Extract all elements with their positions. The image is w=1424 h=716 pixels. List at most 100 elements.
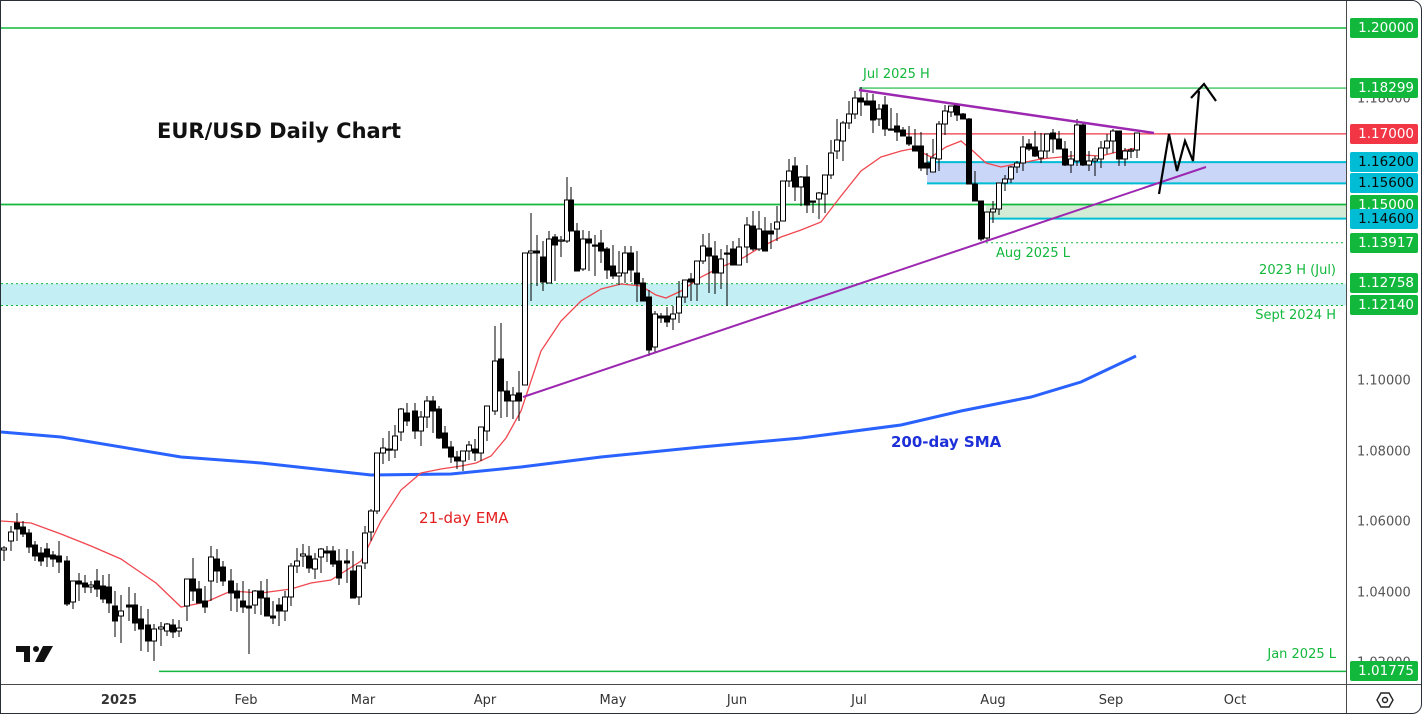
candle-bullish — [460, 450, 466, 462]
candle-bullish — [786, 170, 792, 182]
candle-bullish — [1002, 178, 1008, 184]
candle-bearish — [228, 580, 234, 594]
candle-bullish — [252, 590, 258, 606]
candle-bullish — [1110, 130, 1116, 142]
candle-bearish — [960, 113, 966, 120]
jul-2025-high-label: Jul 2025 H — [863, 67, 930, 82]
candle-bullish — [558, 239, 564, 242]
candle-bearish — [350, 570, 356, 599]
candle-bearish — [472, 448, 478, 454]
price-tick-label: 1.04000 — [1357, 585, 1411, 601]
tradingview-logo-icon — [16, 646, 53, 662]
candle-bullish — [828, 152, 834, 176]
candle-bearish — [724, 252, 730, 255]
candle-bullish — [88, 584, 94, 588]
candle-bullish — [118, 610, 124, 617]
candle-bearish — [978, 200, 984, 240]
candle-bullish — [208, 556, 214, 582]
candle-bullish — [418, 416, 424, 432]
candle-bullish — [1134, 132, 1140, 151]
time-tick-label: Aug — [980, 693, 1006, 708]
candle-bullish — [822, 174, 828, 195]
candle-bullish — [840, 122, 846, 142]
price-tick-label: 1.08000 — [1357, 444, 1411, 460]
candle-bearish — [534, 250, 540, 254]
time-tick-label: Sep — [1098, 693, 1124, 708]
chart-plot-area[interactable]: EUR/USD Daily Chart Jul 2025 H Aug 2025 … — [1, 1, 1346, 684]
candle-bearish — [586, 238, 592, 244]
descending-trendline — [858, 88, 1155, 135]
candle-bearish — [1050, 132, 1056, 140]
price-level-tag: 1.17000 — [1350, 123, 1418, 144]
ascending-trendline — [522, 166, 1207, 398]
candle-bearish — [196, 588, 202, 604]
chart-canvas[interactable] — [1, 1, 1346, 684]
candle-bearish — [504, 390, 510, 402]
candle-bullish — [736, 246, 742, 266]
ema-label: 21-day EMA — [419, 509, 509, 527]
candle-bullish — [522, 252, 528, 386]
2023-high-label: 2023 H (Jul) — [1259, 263, 1336, 278]
candle-bearish — [574, 230, 580, 272]
candle-bullish — [780, 180, 786, 222]
candle-bullish — [368, 510, 374, 533]
candle-bullish — [622, 252, 628, 274]
price-axis[interactable]: 1.180001.100001.080001.060001.040001.020… — [1346, 1, 1421, 684]
candle-bullish — [774, 221, 780, 230]
candle-bearish — [552, 236, 558, 246]
candle-bearish — [64, 560, 70, 605]
candle-bearish — [706, 247, 712, 257]
candle-bearish — [306, 555, 312, 569]
candle-bullish — [478, 426, 484, 454]
candle-bearish — [1056, 138, 1062, 150]
candle-bullish — [936, 123, 942, 160]
candle-bullish — [942, 110, 948, 125]
candle-bearish — [540, 256, 546, 283]
candle-bullish — [8, 531, 14, 542]
candle-bullish — [852, 97, 858, 115]
time-axis[interactable]: 2025 Feb Mar Apr May Jun Jul Aug Sep Oct — [1, 684, 1346, 713]
candle-bullish — [184, 578, 190, 607]
candle-bullish — [374, 452, 380, 512]
candle-bullish — [1098, 147, 1104, 160]
projection-path — [1157, 90, 1201, 195]
candle-bullish — [466, 444, 472, 452]
candle-bearish — [132, 604, 138, 624]
tradingview-logo[interactable] — [16, 643, 54, 669]
time-tick-label: Jun — [726, 693, 748, 708]
candle-bullish — [282, 596, 288, 612]
candle-bearish — [882, 104, 888, 130]
price-tick-label: 1.10000 — [1357, 373, 1411, 389]
candle-bearish — [640, 282, 646, 302]
candle-bullish — [288, 565, 294, 598]
candle-bullish — [151, 628, 157, 642]
candle-bearish — [270, 615, 276, 619]
chart-title: EUR/USD Daily Chart — [157, 119, 402, 143]
candle-bullish — [484, 405, 490, 432]
candle-bearish — [38, 552, 44, 562]
candle-bearish — [870, 100, 876, 121]
candle-bullish — [984, 211, 990, 239]
sept-2024-high-label: Sept 2024 H — [1255, 308, 1336, 323]
candle-bearish — [792, 165, 798, 188]
aug-2025-low-label: Aug 2025 L — [996, 246, 1070, 261]
candle-bullish — [1068, 158, 1074, 166]
candle-bearish — [126, 604, 132, 608]
candle-bullish — [1014, 162, 1020, 168]
candle-bearish — [276, 604, 282, 612]
candle-bearish — [1080, 124, 1086, 166]
candle-bearish — [454, 456, 460, 462]
jan-2025-low-label: Jan 2025 L — [1267, 647, 1336, 662]
price-level-tag: 1.16200 — [1350, 152, 1418, 173]
candle-bearish — [324, 550, 330, 554]
candle-bearish — [900, 129, 906, 137]
candle-bearish — [646, 296, 652, 351]
time-tick-label: Feb — [234, 693, 258, 708]
candle-bearish — [810, 200, 816, 203]
candle-bearish — [14, 522, 20, 530]
price-level-tag: 1.12140 — [1350, 295, 1418, 316]
candle-bearish — [76, 580, 82, 585]
candle-bullish — [158, 626, 164, 630]
chart-settings-button[interactable] — [1346, 684, 1421, 713]
candle-bearish — [1116, 130, 1122, 160]
